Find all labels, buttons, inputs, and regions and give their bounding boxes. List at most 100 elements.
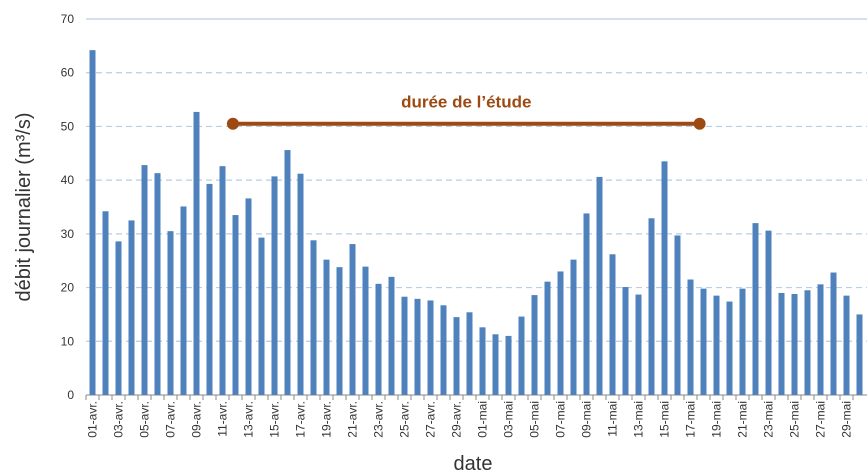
- y-tick-label: 50: [61, 119, 75, 133]
- x-tick-label: 11-mai: [606, 401, 620, 437]
- x-tick-label: 09-avr.: [190, 401, 204, 438]
- x-tick-label: 25-avr.: [398, 401, 412, 438]
- x-tick-label: 05-mai: [528, 401, 542, 438]
- y-axis-label: débit journalier (m³/s): [13, 113, 35, 302]
- bar: [609, 254, 616, 395]
- x-tick-label: 07-mai: [554, 401, 568, 438]
- y-tick-label: 30: [61, 227, 75, 241]
- bar: [349, 244, 356, 395]
- x-tick-label: 01-mai: [476, 401, 490, 438]
- bar: [531, 295, 538, 395]
- bar: [804, 290, 811, 395]
- bar: [206, 183, 213, 395]
- x-tick-label: 27-avr.: [424, 401, 438, 438]
- x-tick-label: 29-avr.: [450, 401, 464, 438]
- y-tick-label: 20: [61, 281, 75, 295]
- bar: [791, 294, 798, 395]
- bar: [245, 198, 252, 395]
- bar: [180, 206, 187, 395]
- bar: [635, 294, 642, 395]
- bar: [830, 272, 837, 395]
- x-tick-label: 17-avr.: [294, 401, 308, 438]
- x-tick-label: 23-mai: [762, 401, 776, 438]
- x-tick-label: 03-avr.: [112, 401, 126, 438]
- bar: [739, 288, 746, 395]
- bar: [505, 335, 512, 395]
- bar: [219, 166, 226, 395]
- x-tick-label: 29-mai: [840, 401, 854, 438]
- bar: [648, 218, 655, 395]
- x-tick-label: 25-mai: [788, 401, 802, 438]
- bar: [713, 295, 720, 395]
- bar: [492, 334, 499, 395]
- bar: [427, 300, 434, 395]
- bar: [414, 298, 421, 395]
- x-tick-label: 15-avr.: [268, 401, 282, 438]
- bar: [362, 266, 369, 395]
- x-tick-label: 13-avr.: [242, 401, 256, 438]
- bar: [310, 240, 317, 395]
- bar: [596, 176, 603, 395]
- y-tick-label: 10: [61, 334, 75, 348]
- bar: [856, 314, 863, 395]
- bar: [232, 215, 239, 395]
- bar: [115, 241, 122, 395]
- bar: [479, 327, 486, 395]
- x-tick-label: 13-mai: [632, 401, 646, 438]
- y-tick-label: 0: [67, 388, 74, 402]
- bar: [128, 220, 135, 395]
- bar: [154, 173, 161, 395]
- bar: [336, 267, 343, 395]
- bar: [778, 292, 785, 395]
- x-tick-label: 19-avr.: [320, 401, 334, 438]
- x-tick-label: 19-mai: [710, 401, 724, 438]
- bar: [89, 50, 96, 395]
- bar: [258, 237, 265, 395]
- bar: [297, 173, 304, 395]
- bar: [401, 296, 408, 395]
- bar: [271, 176, 278, 395]
- bar: [323, 259, 330, 395]
- x-tick-label: 07-avr.: [164, 401, 178, 438]
- bar: [141, 165, 148, 395]
- bar: [843, 295, 850, 395]
- annotation-dot: [226, 117, 239, 130]
- y-tick-label: 40: [61, 173, 75, 187]
- bar: [518, 316, 525, 395]
- x-tick-label: 09-mai: [580, 401, 594, 438]
- bar: [674, 235, 681, 395]
- x-tick-label: 11-avr.: [216, 401, 230, 437]
- bar: [453, 317, 460, 395]
- y-tick-label: 70: [61, 12, 75, 26]
- bar: [375, 283, 382, 395]
- bar: [193, 111, 200, 395]
- y-tick-label: 60: [61, 66, 75, 80]
- bar: [440, 305, 447, 395]
- x-tick-label: 21-avr.: [346, 401, 360, 438]
- bar: [700, 288, 707, 395]
- x-tick-label: 01-avr.: [86, 401, 100, 438]
- x-tick-label: 05-avr.: [138, 401, 152, 438]
- bar: [687, 279, 694, 395]
- bar: [817, 284, 824, 395]
- bar: [167, 231, 174, 395]
- bar: [102, 211, 109, 395]
- bar: [557, 271, 564, 395]
- x-tick-label: 27-mai: [814, 401, 828, 438]
- annotation-dot: [693, 117, 706, 130]
- bar: [622, 287, 629, 395]
- annotation-text: durée de l’étude: [401, 93, 531, 112]
- bar: [284, 150, 291, 395]
- x-tick-label: 03-mai: [502, 401, 516, 438]
- bar: [544, 281, 551, 395]
- x-tick-label: 21-mai: [736, 401, 750, 438]
- bar: [726, 301, 733, 395]
- x-tick-label: 17-mai: [684, 401, 698, 438]
- bar: [752, 223, 759, 395]
- x-tick-label: 23-avr.: [372, 401, 386, 438]
- bar: [661, 161, 668, 395]
- bar: [765, 230, 772, 395]
- bar: [570, 259, 577, 395]
- bar: [583, 213, 590, 395]
